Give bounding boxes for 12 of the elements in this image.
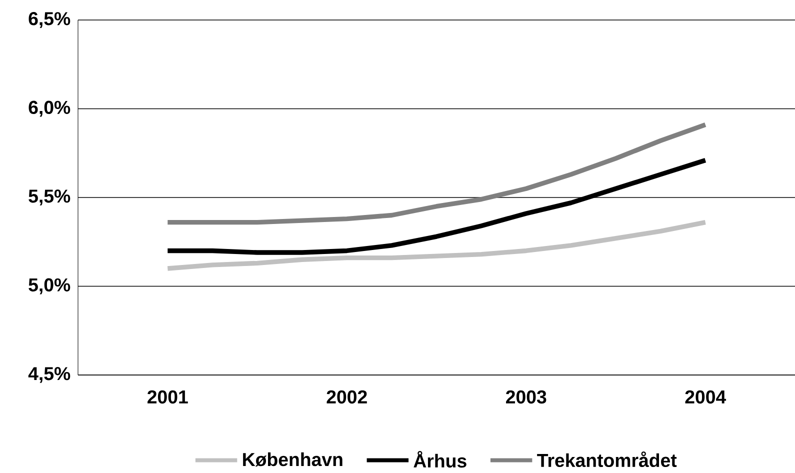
legend-label: Århus	[414, 450, 466, 468]
legend-label: Trekantområdet	[537, 451, 677, 468]
y-tick-label: 6,0%	[28, 100, 70, 117]
x-tick-label: 2001	[148, 390, 188, 404]
x-tick-label: 2003	[506, 390, 546, 404]
y-tick-label: 6,5%	[28, 12, 70, 28]
legend-label: København	[243, 452, 342, 466]
y-tick-label: 4,5%	[28, 367, 70, 383]
x-tick-label: 2002	[326, 390, 367, 404]
y-tick-label: 5,0%	[28, 278, 70, 294]
y-tick-label: 5,5%	[28, 190, 70, 206]
x-tick-label: 2004	[685, 390, 726, 404]
